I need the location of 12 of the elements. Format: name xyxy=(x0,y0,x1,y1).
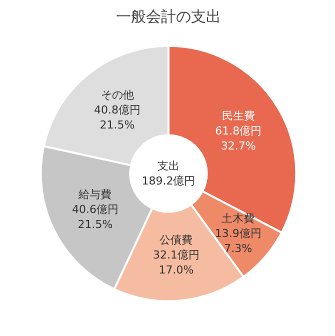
data-label: 40.8億円 21.5% xyxy=(94,103,141,132)
text: 支出 189.2億円 xyxy=(142,160,196,188)
data-label: 13.9億円 7.3% xyxy=(214,227,262,256)
slice-label: その他 xyxy=(100,88,134,102)
data-label: 61.8億円 32.7% xyxy=(215,124,262,153)
slice-label: 土木費 xyxy=(222,212,255,226)
slice-label: 公債費 xyxy=(160,233,193,246)
slice-label: 給与費 xyxy=(78,188,112,202)
slice-label: 民生費 xyxy=(222,110,255,123)
data-label: 32.1億円 17.0% xyxy=(152,248,200,276)
chart-title: 一般会計の支出 xyxy=(116,8,221,26)
data-label: 40.6億円 21.5% xyxy=(72,203,118,232)
